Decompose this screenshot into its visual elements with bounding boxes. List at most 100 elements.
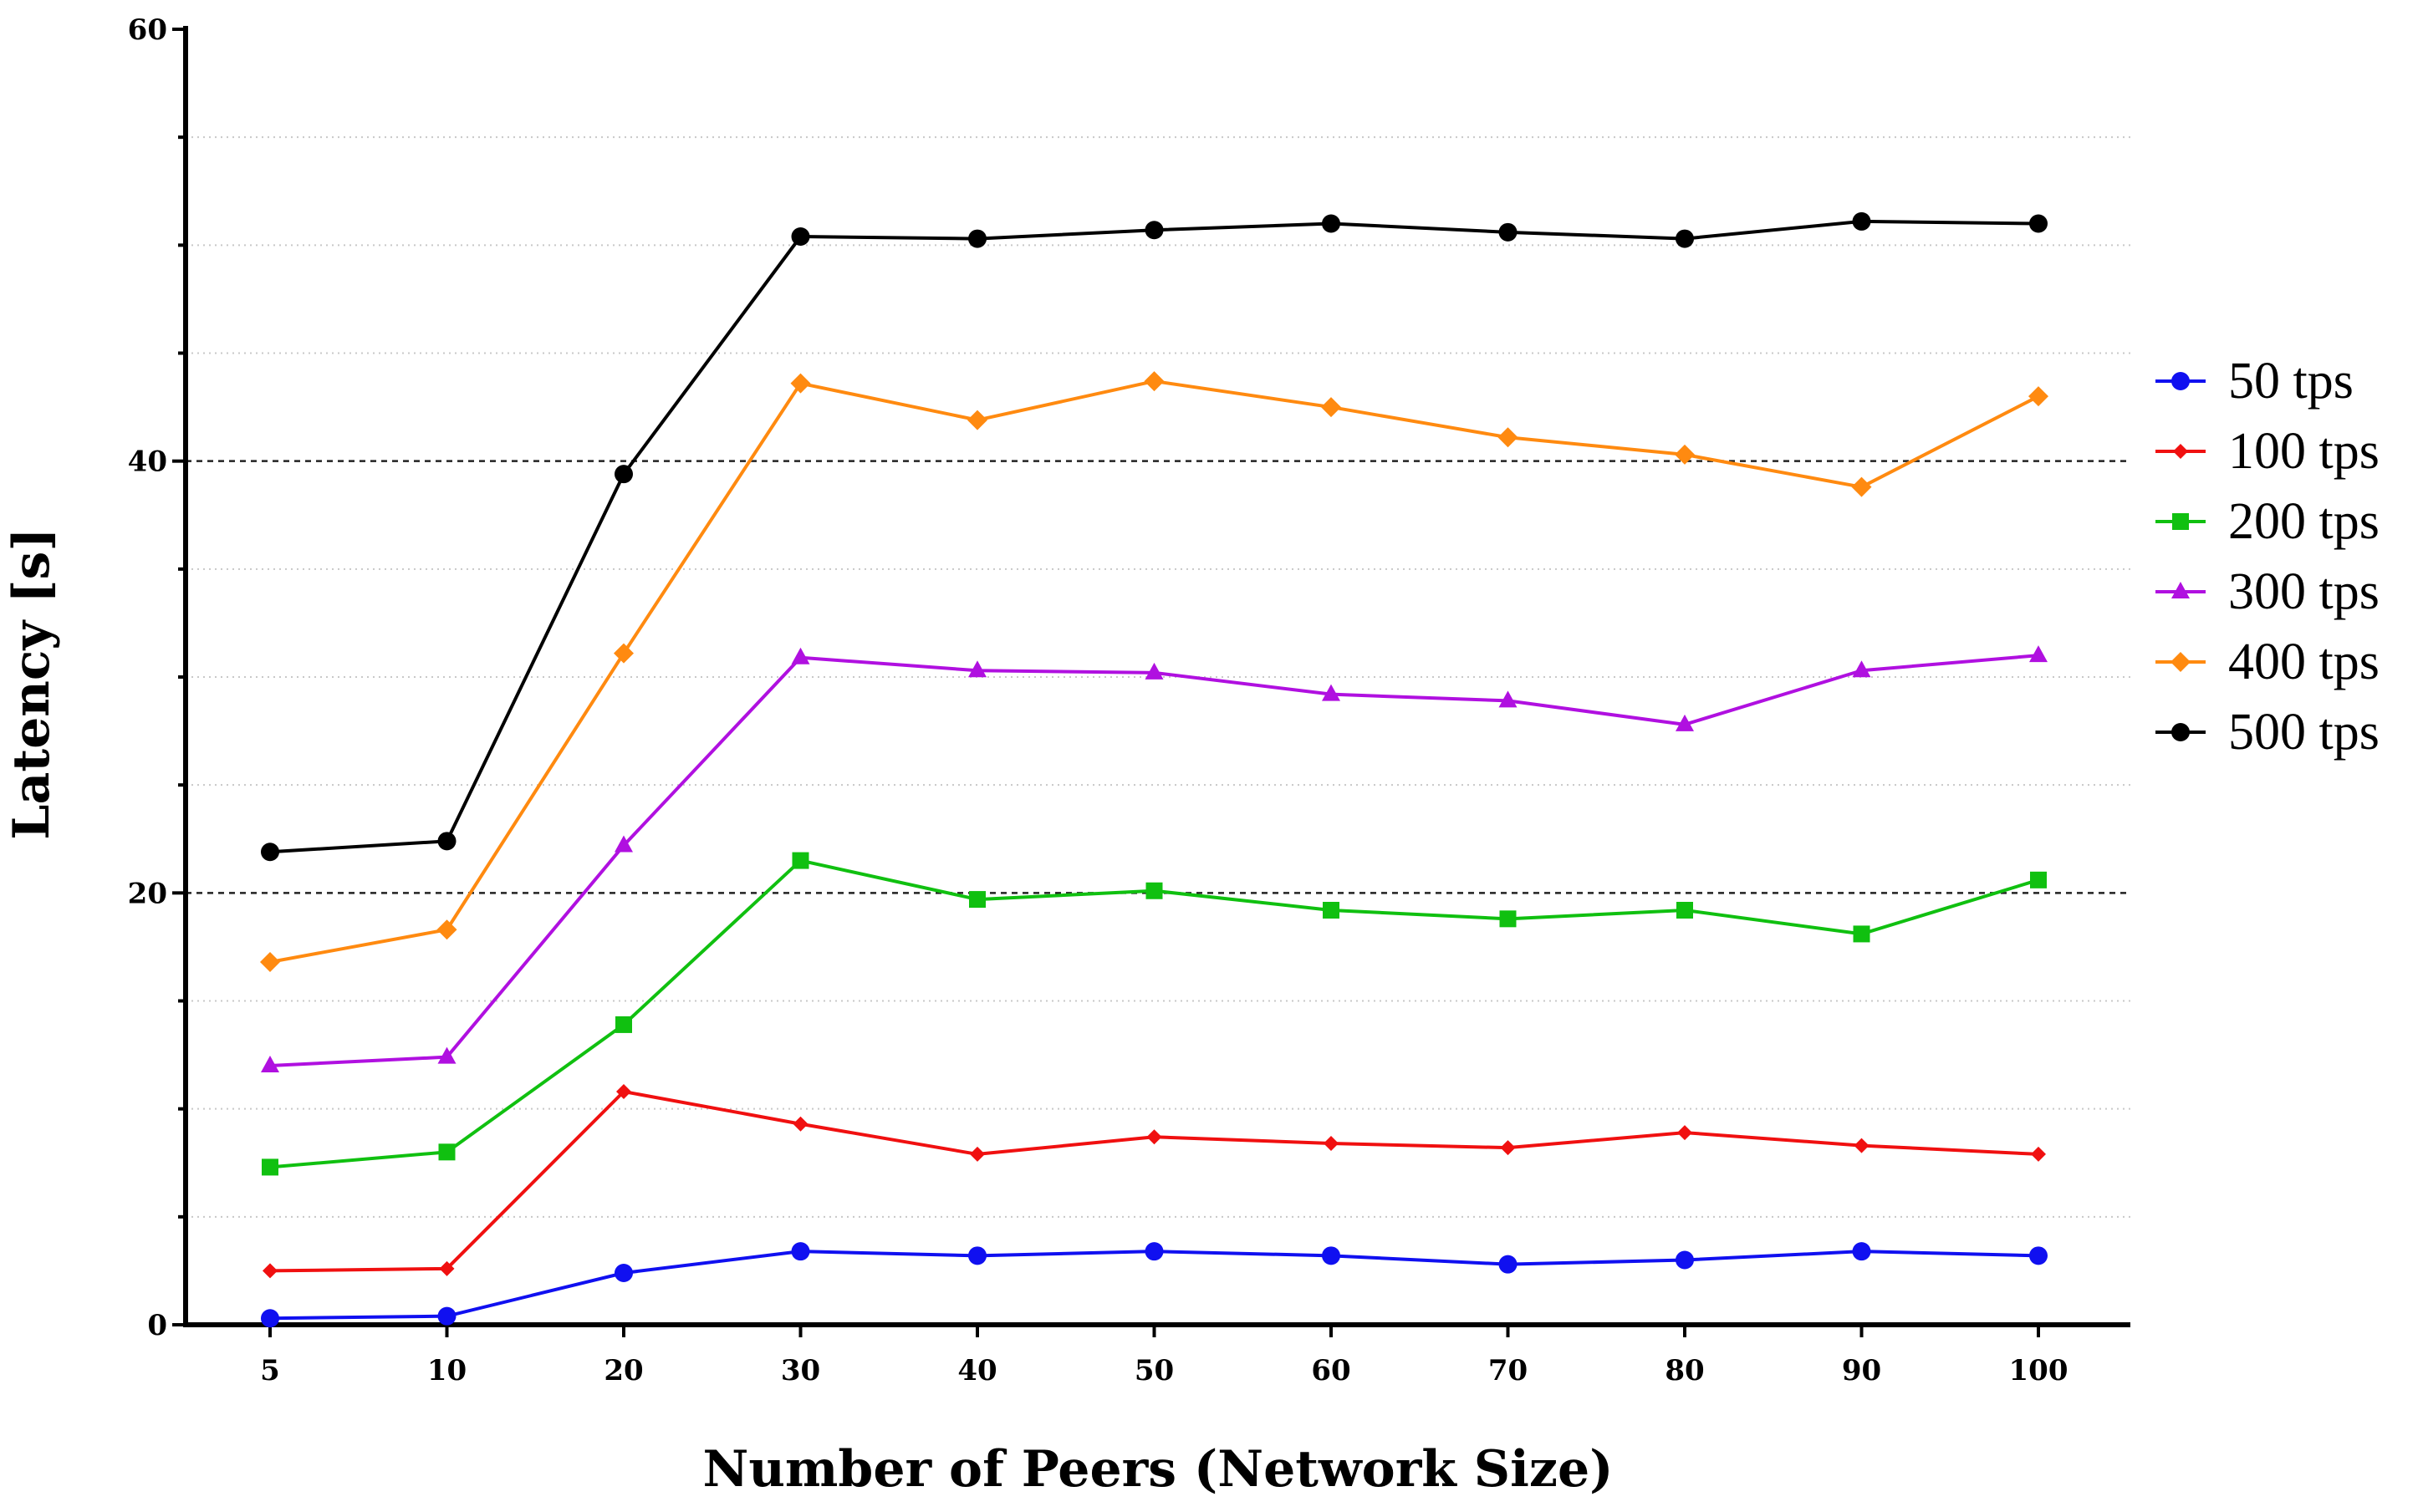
legend-item-200-tps: 200 tps [2155, 493, 2380, 550]
data-point-50-tps [968, 1246, 987, 1265]
data-point-100-tps [1324, 1136, 1339, 1151]
data-point-500-tps [261, 843, 279, 862]
data-point-500-tps [1676, 229, 1694, 248]
data-point-100-tps [1854, 1138, 1870, 1153]
x-axis-title: Number of Peers (Network Size) [702, 1440, 1613, 1499]
data-point-400-tps [1675, 444, 1695, 465]
data-point-500-tps [615, 465, 633, 484]
data-point-300-tps [1322, 684, 1340, 701]
series [260, 211, 2048, 1328]
y-tick-label: 40 [128, 445, 167, 479]
data-point-300-tps [2029, 645, 2048, 663]
x-tick-label: 5 [260, 1354, 280, 1387]
data-point-400-tps [614, 643, 634, 664]
series-100-tps [263, 1084, 2046, 1279]
legend-label: 50 tps [2228, 353, 2354, 410]
data-point-300-tps [615, 835, 633, 853]
data-point-50-tps [615, 1264, 633, 1282]
data-point-500-tps [968, 229, 987, 248]
data-point-300-tps [1498, 690, 1518, 708]
data-point-100-tps [1146, 1129, 1162, 1145]
data-point-100-tps [1500, 1140, 1516, 1156]
data-point-100-tps [2031, 1146, 2046, 1162]
data-point-100-tps [1677, 1125, 1692, 1141]
data-point-300-tps [791, 647, 810, 664]
series-300-tps [261, 645, 2048, 1072]
data-point-50-tps [2029, 1246, 2048, 1265]
data-point-200-tps [1323, 902, 1339, 919]
legend-label: 300 tps [2228, 563, 2380, 620]
legend-marker [2173, 444, 2188, 459]
data-point-50-tps [1852, 1242, 1871, 1261]
data-point-500-tps [1852, 211, 1871, 231]
data-point-400-tps [1497, 427, 1518, 448]
legend-item-50-tps: 50 tps [2155, 353, 2354, 410]
legend-label: 400 tps [2228, 634, 2380, 690]
data-point-400-tps [436, 919, 457, 940]
legend-label: 200 tps [2228, 493, 2380, 550]
legend-marker [2171, 582, 2190, 598]
data-point-200-tps [1145, 882, 1163, 899]
legend-label: 500 tps [2228, 704, 2380, 761]
data-point-50-tps [1322, 1246, 1340, 1265]
legend-item-300-tps: 300 tps [2155, 563, 2380, 620]
data-point-50-tps [791, 1242, 810, 1261]
data-point-300-tps [1852, 660, 1871, 678]
data-point-500-tps [437, 832, 457, 851]
y-tick-label: 60 [128, 13, 167, 47]
series-line-300-tps [269, 654, 2039, 1067]
data-point-200-tps [1499, 910, 1517, 928]
data-point-200-tps [1676, 902, 1693, 919]
data-point-400-tps [1851, 476, 1872, 497]
data-point-50-tps [1676, 1250, 1694, 1270]
x-tick-label: 40 [957, 1354, 997, 1387]
x-tick-label: 30 [781, 1354, 820, 1387]
legend-marker [2171, 372, 2190, 390]
data-point-500-tps [2029, 214, 2048, 233]
data-point-300-tps [968, 660, 987, 678]
x-tick-label: 70 [1488, 1354, 1528, 1387]
data-point-300-tps [1145, 662, 1164, 680]
data-point-400-tps [260, 952, 280, 972]
data-point-100-tps [616, 1084, 631, 1099]
x-tick-label: 80 [1665, 1354, 1704, 1387]
data-point-200-tps [438, 1143, 456, 1161]
data-point-100-tps [439, 1260, 455, 1276]
data-point-200-tps [969, 891, 986, 909]
y-tick-label: 0 [147, 1309, 167, 1342]
series-500-tps [261, 211, 2048, 862]
legend-marker [2172, 513, 2189, 530]
data-point-50-tps [1145, 1242, 1164, 1261]
data-point-200-tps [615, 1016, 632, 1033]
legend-item-400-tps: 400 tps [2155, 634, 2380, 690]
data-point-100-tps [263, 1263, 278, 1279]
x-tick-label: 10 [427, 1354, 467, 1387]
data-point-400-tps [967, 410, 987, 430]
data-point-500-tps [1145, 221, 1164, 240]
data-point-400-tps [1144, 371, 1165, 392]
legend-marker [2170, 652, 2191, 672]
series-200-tps [262, 852, 2047, 1176]
y-tick-label: 20 [128, 877, 167, 910]
series-line-200-tps [269, 858, 2039, 1169]
x-tick-label: 60 [1311, 1354, 1350, 1387]
data-point-200-tps [1853, 925, 1870, 943]
data-point-300-tps [437, 1046, 457, 1064]
data-point-400-tps [1321, 397, 1341, 418]
data-point-50-tps [1498, 1255, 1518, 1274]
data-point-200-tps [2030, 871, 2047, 888]
data-point-100-tps [793, 1116, 809, 1132]
x-tick-label: 100 [2009, 1354, 2068, 1387]
series-50-tps [261, 1242, 2048, 1328]
x-tick-label: 90 [1842, 1354, 1881, 1387]
data-point-50-tps [437, 1306, 457, 1326]
series-400-tps [260, 371, 2048, 972]
data-point-200-tps [792, 852, 809, 869]
legend: 50 tps 100 tps 200 tps 300 tps 400 tps 500 tp… [2155, 353, 2380, 761]
data-point-50-tps [261, 1309, 279, 1328]
legend-label: 100 tps [2228, 423, 2380, 480]
legend-item-100-tps: 100 tps [2155, 423, 2380, 480]
legend-item-500-tps: 500 tps [2155, 704, 2380, 761]
legend-marker [2171, 723, 2190, 741]
